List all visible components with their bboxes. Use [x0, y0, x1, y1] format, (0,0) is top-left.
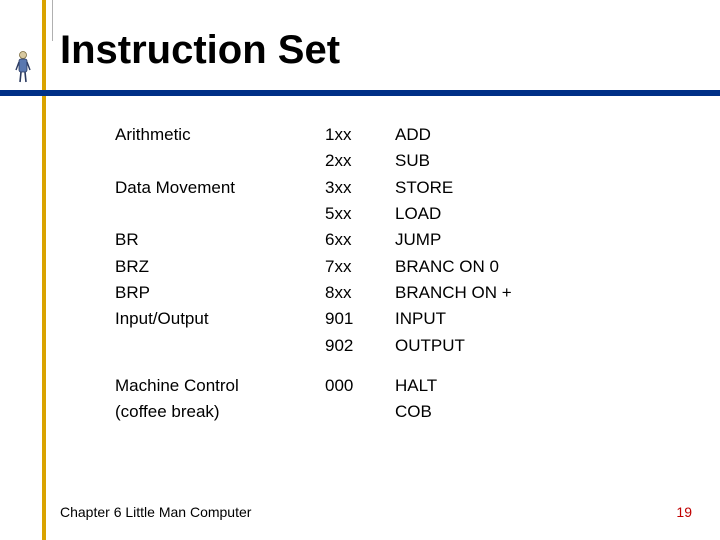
decorative-figure-icon [14, 50, 32, 84]
opcode-cell: 8xx [325, 280, 395, 306]
table-row: 902OUTPUT [115, 333, 675, 359]
table-row: 5xxLOAD [115, 201, 675, 227]
table-row: Machine Control000HALT [115, 373, 675, 399]
table-row: Data Movement3xxSTORE [115, 175, 675, 201]
instruction-cell: SUB [395, 148, 675, 174]
opcode-cell: 902 [325, 333, 395, 359]
opcode-cell: 000 [325, 373, 395, 399]
instruction-cell: OUTPUT [395, 333, 675, 359]
category-cell: Input/Output [115, 306, 325, 332]
table-row: Input/Output901INPUT [115, 306, 675, 332]
category-cell: (coffee break) [115, 399, 325, 425]
instruction-cell: HALT [395, 373, 675, 399]
category-cell: Data Movement [115, 175, 325, 201]
opcode-cell: 3xx [325, 175, 395, 201]
table-row: (coffee break) COB [115, 399, 675, 425]
instruction-cell: JUMP [395, 227, 675, 253]
table-row: Arithmetic1xxADD [115, 122, 675, 148]
vertical-rule-gold [42, 0, 46, 540]
table-row: BRZ7xxBRANC ON 0 [115, 254, 675, 280]
opcode-cell: 1xx [325, 122, 395, 148]
instruction-cell: BRANC ON 0 [395, 254, 675, 280]
instruction-cell: BRANCH ON + [395, 280, 675, 306]
opcode-cell: 5xx [325, 201, 395, 227]
footer-chapter: Chapter 6 Little Man Computer [60, 504, 251, 520]
category-cell: Machine Control [115, 373, 325, 399]
opcode-cell: 901 [325, 306, 395, 332]
category-cell: BRP [115, 280, 325, 306]
opcode-cell: 7xx [325, 254, 395, 280]
opcode-cell: 6xx [325, 227, 395, 253]
table-row: BR6xxJUMP [115, 227, 675, 253]
horizontal-rule-navy [0, 90, 720, 96]
slide-title: Instruction Set [60, 28, 340, 73]
page-number: 19 [676, 504, 692, 520]
opcode-cell: 2xx [325, 148, 395, 174]
instruction-table: Arithmetic1xxADD2xxSUBData Movement3xxST… [115, 122, 675, 426]
category-cell: BR [115, 227, 325, 253]
table-row: BRP8xxBRANCH ON + [115, 280, 675, 306]
instruction-cell: COB [395, 399, 675, 425]
instruction-cell: LOAD [395, 201, 675, 227]
category-cell: Arithmetic [115, 122, 325, 148]
vertical-rule-thin [52, 0, 53, 41]
instruction-cell: STORE [395, 175, 675, 201]
instruction-cell: ADD [395, 122, 675, 148]
slide: Instruction Set Arithmetic1xxADD2xxSUBDa… [0, 0, 720, 540]
category-cell: BRZ [115, 254, 325, 280]
table-row: 2xxSUB [115, 148, 675, 174]
instruction-cell: INPUT [395, 306, 675, 332]
